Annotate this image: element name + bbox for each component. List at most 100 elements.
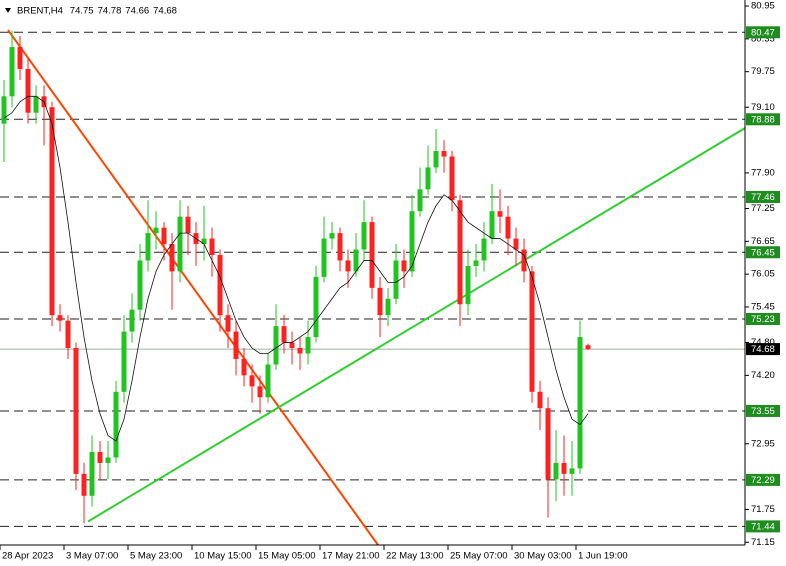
candle-body	[329, 233, 335, 239]
y-tick-label: 76.05	[751, 269, 775, 280]
x-tick-label: 1 Jun 19:00	[578, 551, 628, 562]
level-label: 72.29	[751, 475, 775, 486]
candle-body	[313, 276, 319, 338]
y-tick-label: 77.25	[751, 203, 775, 214]
x-tick-label: 25 May 07:00	[450, 551, 508, 562]
y-tick-label: 72.95	[751, 438, 775, 449]
x-tick-label: 5 May 23:00	[130, 551, 182, 562]
menu-arrow[interactable]	[5, 8, 11, 13]
candle-body	[393, 260, 399, 299]
candle-body	[233, 331, 239, 359]
level-label: 80.47	[751, 27, 775, 38]
candle-body	[401, 260, 407, 272]
candle-body	[577, 337, 583, 469]
candle-body	[489, 211, 495, 239]
candle-body	[65, 320, 71, 349]
level-label: 71.44	[751, 521, 775, 532]
candle-body	[441, 151, 447, 157]
candle-body	[145, 233, 151, 261]
candle-body	[513, 238, 519, 250]
candle-body	[121, 331, 127, 392]
candle-body	[73, 348, 79, 474]
header-value: 74.75	[70, 6, 94, 17]
x-tick-label: 28 Apr 2023	[2, 551, 53, 562]
header-value: 74.78	[98, 6, 122, 17]
level-label-bg	[746, 26, 780, 39]
candle-body	[225, 315, 231, 332]
candle-body	[409, 211, 415, 272]
candle-body	[377, 287, 383, 316]
candle-body	[473, 260, 479, 266]
trendline	[7, 29, 379, 545]
candle-body	[177, 216, 183, 272]
candle-body	[457, 200, 463, 305]
candle-body	[17, 47, 23, 69]
y-tick-label: 79.10	[751, 102, 775, 113]
candle-body	[129, 309, 135, 332]
candle-body	[161, 227, 167, 245]
header: BRENT,H4 74.75 74.78 74.66 74.68	[17, 6, 177, 17]
x-tick-label: 22 May 13:00	[386, 551, 444, 562]
candle-body	[569, 468, 575, 474]
candle-body	[105, 457, 111, 463]
candle-body	[337, 233, 343, 261]
y-tick-label: 80.95	[751, 1, 775, 12]
candle-body	[537, 391, 543, 409]
candle-body	[217, 254, 223, 316]
trendline	[87, 127, 745, 523]
x-tick-label: 15 May 05:00	[258, 551, 316, 562]
candle-body	[153, 227, 159, 234]
candle-body	[249, 375, 255, 387]
candle-body	[297, 348, 303, 354]
header-value: 74.66	[125, 6, 149, 17]
candle-body	[353, 249, 359, 272]
level-label-bg	[746, 313, 780, 326]
candle-body	[49, 107, 55, 316]
y-tick-label: 71.75	[751, 504, 775, 515]
level-label: 77.46	[751, 192, 775, 203]
plot-area	[0, 29, 745, 545]
candle-body	[553, 462, 559, 480]
level-label-bg	[746, 520, 780, 533]
level-label: 75.23	[751, 314, 775, 325]
candle-body	[257, 386, 263, 398]
y-tick-label: 76.65	[751, 236, 775, 247]
candle-body	[89, 451, 95, 496]
y-tick-label: 74.20	[751, 370, 775, 381]
y-tick-label: 80.35	[751, 33, 775, 44]
candle-body	[361, 222, 367, 250]
candle-body	[521, 249, 527, 272]
candle-body	[1, 96, 7, 124]
candle-body	[241, 358, 247, 376]
candle-body	[481, 238, 487, 261]
candle-body	[185, 216, 191, 234]
moving-average	[3, 95, 589, 442]
x-tick-label: 17 May 21:00	[322, 551, 380, 562]
y-tick-label: 77.90	[751, 167, 775, 178]
candle-body	[345, 260, 351, 272]
candle-body	[201, 238, 207, 245]
candle-body	[529, 271, 535, 392]
level-label-bg	[746, 113, 780, 126]
y-tick-label: 75.45	[751, 301, 775, 312]
candle-body	[561, 462, 567, 474]
candle-body	[33, 96, 39, 113]
x-tick-label: 10 May 15:00	[194, 551, 252, 562]
y-tick-label: 79.75	[751, 66, 775, 77]
current-price-label: 74.68	[751, 344, 775, 355]
level-label-bg	[746, 404, 780, 417]
candle-body	[321, 238, 327, 277]
candle-body	[281, 326, 287, 343]
candle-body	[369, 222, 375, 288]
candle-body	[425, 167, 431, 190]
candle-body	[97, 451, 103, 463]
candle-body	[305, 337, 311, 354]
level-label: 78.88	[751, 114, 775, 125]
candle-body	[545, 408, 551, 480]
candle-body	[57, 315, 63, 321]
header-value: 74.68	[153, 6, 177, 17]
candle-body	[417, 189, 423, 212]
candle-body	[385, 298, 391, 316]
candle-body	[25, 68, 31, 113]
